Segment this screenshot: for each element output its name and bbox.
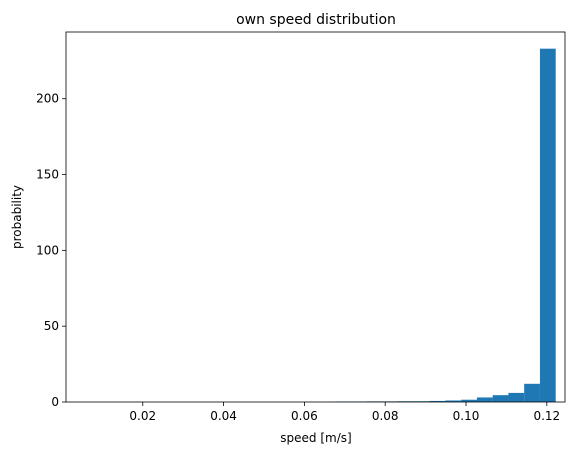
chart-title: own speed distribution [236, 12, 396, 28]
x-tick-label: 0.12 [533, 409, 560, 423]
histogram-bar [445, 400, 462, 402]
histogram-bar [539, 48, 556, 403]
histogram-bar [524, 383, 540, 402]
x-tick-label: 0.04 [210, 409, 237, 423]
y-tick-label: 200 [36, 92, 59, 106]
plot-frame [65, 31, 566, 403]
histogram-bar [492, 395, 509, 402]
histogram-bar [508, 392, 525, 402]
bars-group [335, 48, 556, 403]
x-axis: 0.02 0.04 0.06 0.08 0.10 0.12 [129, 402, 560, 423]
histogram-bar [429, 400, 446, 402]
x-axis-label: speed [m/s] [280, 431, 351, 445]
x-tick-label: 0.08 [372, 409, 399, 423]
y-tick-label: 50 [44, 319, 59, 333]
y-axis-label: probability [10, 185, 24, 249]
histogram-bar [476, 397, 493, 402]
y-axis: 0 50 100 150 200 [36, 92, 66, 409]
x-tick-label: 0.06 [291, 409, 318, 423]
y-tick-label: 150 [36, 168, 59, 182]
x-tick-label: 0.02 [129, 409, 156, 423]
x-tick-label: 0.10 [453, 409, 480, 423]
histogram-bar [461, 399, 477, 402]
y-tick-label: 100 [36, 243, 59, 257]
y-tick-label: 0 [51, 395, 59, 409]
